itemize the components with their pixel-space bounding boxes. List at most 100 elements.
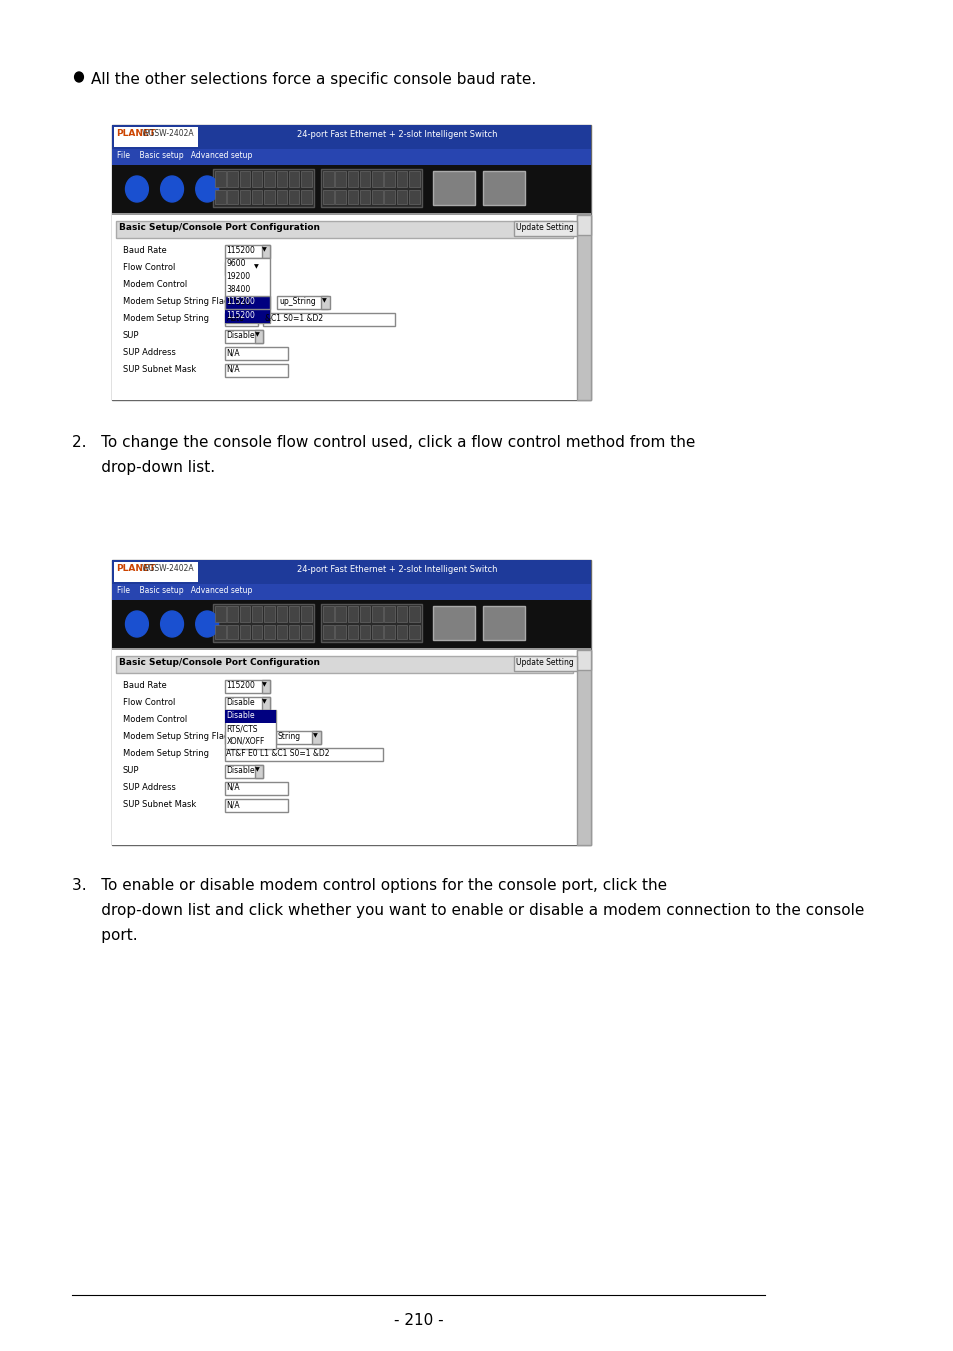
Bar [252,190,262,204]
Bar [577,215,590,235]
Text: ▼: ▼ [262,698,267,704]
Bar [577,650,590,670]
Bar [227,190,237,204]
Text: 115200: 115200 [226,297,255,305]
Bar [264,607,274,621]
Bar [227,626,237,639]
Bar [254,330,263,343]
Bar [372,190,382,204]
Text: 24-port Fast Ethernet + 2-slot Intelligent Switch: 24-port Fast Ethernet + 2-slot Intellige… [296,130,497,139]
Text: Modem Setup String Flag: Modem Setup String Flag [123,732,229,740]
Bar [347,607,357,621]
Bar [239,626,250,639]
Bar [577,650,590,844]
Bar [225,258,270,323]
Bar [263,313,395,326]
Bar [114,562,197,582]
Bar [301,626,312,639]
Text: 38400: 38400 [226,285,251,295]
Text: up_String: up_String [279,297,315,305]
Text: SUP: SUP [123,766,139,775]
Text: Baud Rate: Baud Rate [123,681,167,690]
Bar [347,190,357,204]
Circle shape [126,176,149,203]
Bar [396,190,407,204]
Bar [347,172,357,186]
Bar [112,213,590,215]
Bar [321,604,422,642]
Text: ▼: ▼ [262,247,267,253]
Bar [112,650,577,844]
Bar [321,169,422,207]
Bar [239,607,250,621]
Bar [252,626,262,639]
Bar [225,697,270,711]
Bar [225,765,263,778]
Circle shape [160,176,183,203]
Bar [225,330,263,343]
Bar [396,172,407,186]
Text: ▼: ▼ [262,682,267,688]
Bar [289,607,299,621]
Text: XON/XOFF: XON/XOFF [226,738,265,746]
Bar [409,626,419,639]
Bar [225,245,270,258]
Bar [225,309,270,323]
Bar [239,190,250,204]
Bar [252,607,262,621]
Bar [577,215,590,400]
Bar [372,172,382,186]
Text: Disable: Disable [226,698,254,707]
Bar [227,607,237,621]
Text: WGSW-2402A: WGSW-2402A [142,563,194,573]
Bar [359,626,370,639]
Text: &C1 S0=1 &D2: &C1 S0=1 &D2 [265,313,323,323]
Bar [214,626,225,639]
Bar [513,657,577,671]
Text: N/A: N/A [226,365,240,374]
Text: Auto: Auto [226,313,244,323]
Circle shape [195,611,218,638]
Text: N/A: N/A [226,800,240,809]
Bar [261,697,270,711]
Bar [214,172,225,186]
Bar [112,126,590,149]
Bar [225,347,288,359]
Bar [227,172,237,186]
Circle shape [195,176,218,203]
Text: 115200: 115200 [226,246,255,255]
Bar [276,607,287,621]
Bar [225,313,258,326]
Bar [225,296,270,309]
Text: N/A: N/A [226,349,240,357]
Bar [433,172,475,205]
Bar [323,607,334,621]
Bar [289,190,299,204]
Bar [323,626,334,639]
Bar [112,600,590,648]
Bar [112,561,590,844]
Text: SUP Address: SUP Address [123,784,175,792]
Text: SUP: SUP [123,331,139,340]
Bar [252,172,262,186]
Text: Basic Setup/Console Port Configuration: Basic Setup/Console Port Configuration [119,658,320,667]
Text: 3.   To enable or disable modem control options for the console port, click the: 3. To enable or disable modem control op… [71,878,666,893]
Text: Disable: Disable [226,766,254,775]
Bar [323,172,334,186]
Bar [214,190,225,204]
Bar [261,245,270,258]
Bar [289,626,299,639]
Bar [225,262,261,276]
Bar [335,626,346,639]
Text: Modem Setup String Flag: Modem Setup String Flag [123,297,229,305]
Text: - 210 -: - 210 - [394,1313,443,1328]
Text: 24-port Fast Ethernet + 2-slot Intelligent Switch: 24-port Fast Ethernet + 2-slot Intellige… [296,565,497,574]
Bar [112,584,590,600]
Bar [261,680,270,693]
Bar [264,172,274,186]
Text: Modem Control: Modem Control [123,715,187,724]
Bar [264,190,274,204]
Bar [372,607,382,621]
Bar [225,711,275,748]
Bar [384,607,395,621]
